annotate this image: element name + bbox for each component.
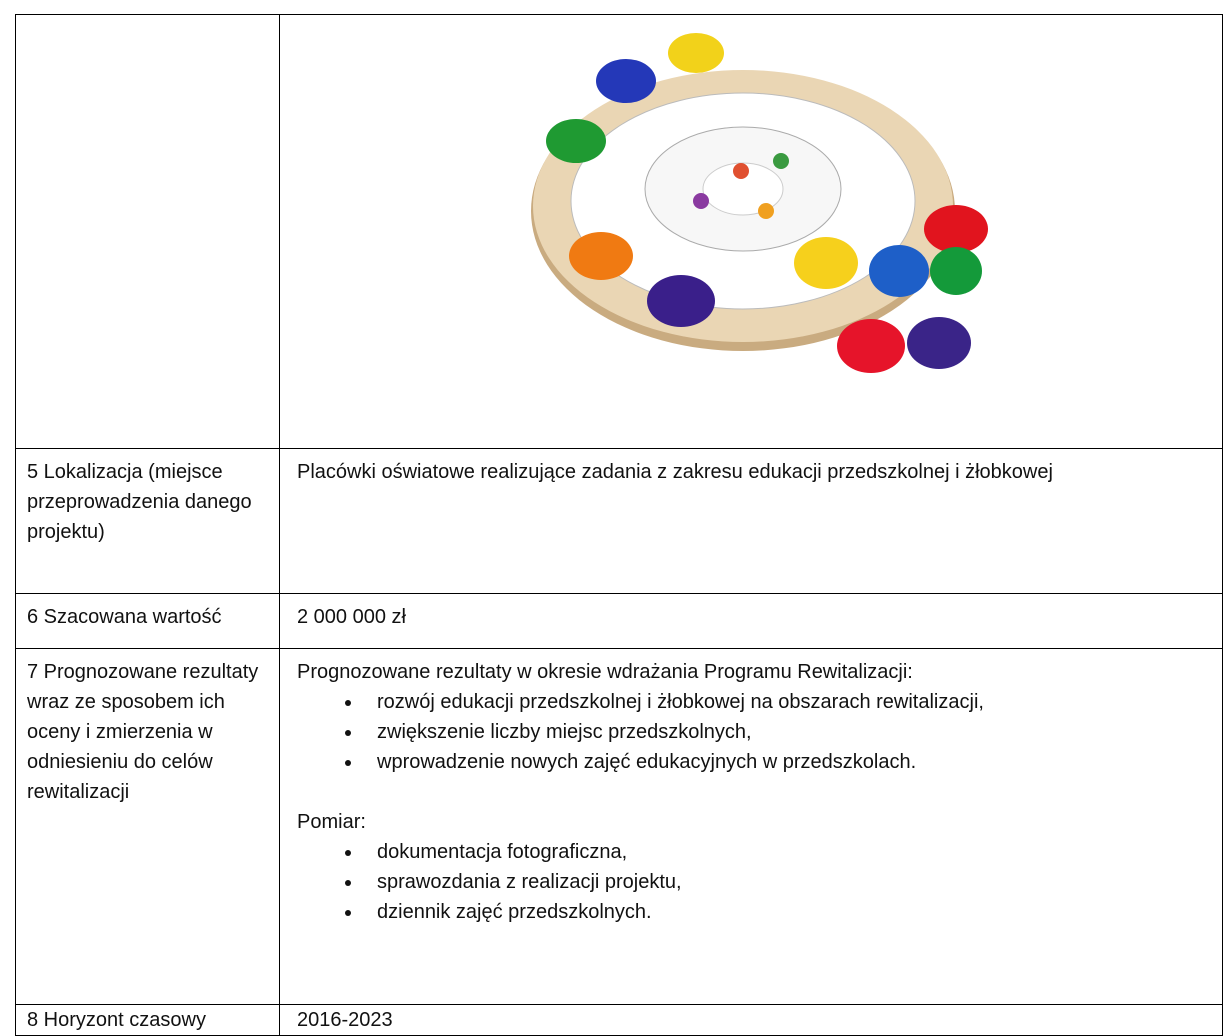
disc bbox=[837, 319, 905, 373]
row-label: 6 Szacowana wartość bbox=[15, 593, 280, 649]
disc bbox=[930, 247, 982, 295]
row-content: Prognozowane rezultaty w okresie wdrażan… bbox=[279, 648, 1223, 1005]
project-table: 5 Lokalizacja (miejsce przeprowadzenia d… bbox=[15, 14, 1223, 1036]
center bbox=[702, 162, 784, 216]
row-label: 8 Horyzont czasowy bbox=[15, 1004, 280, 1036]
game-board-image bbox=[531, 33, 988, 373]
disc bbox=[546, 119, 606, 163]
bullet: zwiększenie liczby miejsc przedszkolnych… bbox=[363, 717, 1212, 747]
row: 8 Horyzont czasowy 2016-2023 bbox=[15, 1004, 1223, 1036]
disc bbox=[869, 245, 929, 297]
empty-cell bbox=[15, 14, 280, 449]
bullet: wprowadzenie nowych zajęć edukacyjnych w… bbox=[363, 747, 1212, 777]
disc bbox=[907, 317, 971, 369]
row-label: 5 Lokalizacja (miejsce przeprowadzenia d… bbox=[15, 448, 280, 594]
row: 6 Szacowana wartość 2 000 000 zł bbox=[15, 593, 1223, 649]
measure-list: dokumentacja fotograficzna, sprawozdania… bbox=[297, 837, 1212, 927]
intro: Prognozowane rezultaty w okresie wdrażan… bbox=[297, 661, 913, 683]
results-list: rozwój edukacji przedszkolnej i żłobkowe… bbox=[297, 687, 1212, 777]
bullet: dziennik zajęć przedszkolnych. bbox=[363, 897, 1212, 927]
disc bbox=[924, 205, 988, 253]
row: 5 Lokalizacja (miejsce przeprowadzenia d… bbox=[15, 448, 1223, 594]
disc bbox=[596, 59, 656, 103]
measure-title: Pomiar: bbox=[297, 811, 366, 833]
bullet: rozwój edukacji przedszkolnej i żłobkowe… bbox=[363, 687, 1212, 717]
disc bbox=[668, 33, 724, 73]
row: 7 Prognozowane rezultaty wraz ze sposobe… bbox=[15, 648, 1223, 1005]
disc bbox=[569, 232, 633, 280]
bullet: sprawozdania z realizacji projektu, bbox=[363, 867, 1212, 897]
row-label: 7 Prognozowane rezultaty wraz ze sposobe… bbox=[15, 648, 280, 1005]
image-cell bbox=[279, 14, 1223, 449]
image-row bbox=[15, 14, 1223, 449]
row-content: 2 000 000 zł bbox=[279, 593, 1223, 649]
disc bbox=[647, 275, 715, 327]
bullet: dokumentacja fotograficzna, bbox=[363, 837, 1212, 867]
row-content: 2016-2023 bbox=[279, 1004, 1223, 1036]
disc bbox=[794, 237, 858, 289]
row-content: Placówki oświatowe realizujące zadania z… bbox=[279, 448, 1223, 594]
